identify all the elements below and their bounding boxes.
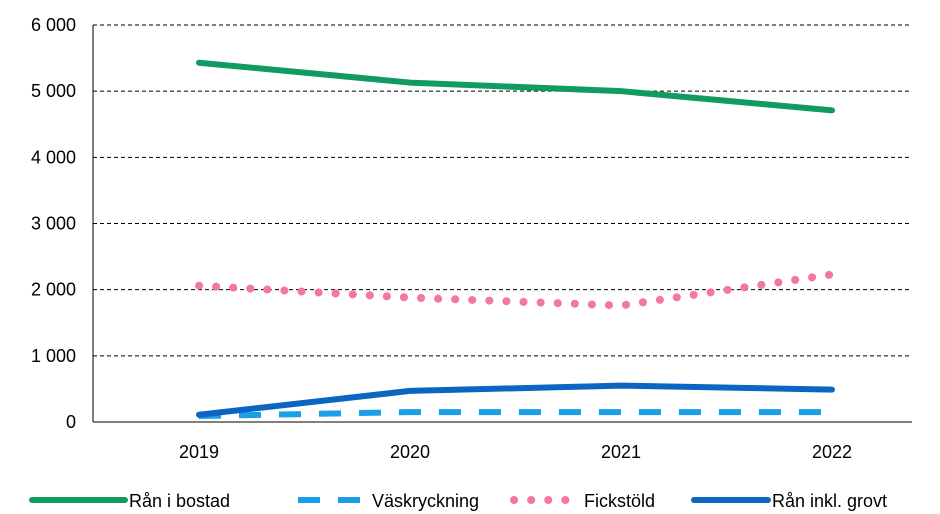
y-tick-label: 5 000	[31, 81, 76, 101]
y-tick-label: 4 000	[31, 147, 76, 167]
x-axis: 2019 2020 2021 2022	[93, 421, 912, 462]
series-lines	[195, 59, 836, 420]
y-tick-label: 1 000	[31, 346, 76, 366]
y-tick-label: 0	[66, 412, 76, 432]
legend-label-2: Väskryckning	[372, 491, 479, 511]
y-tick-label: 6 000	[31, 15, 76, 35]
series-line-3	[195, 270, 836, 310]
series-line-2	[198, 409, 832, 420]
y-axis: 0 1 000 2 000 3 000 4 000 5 000 6 000	[31, 15, 94, 432]
legend: Rån i bostad Väskryckning Fickstöld Rån ink…	[29, 491, 887, 511]
legend-label-3: Fickstöld	[584, 491, 655, 511]
x-tick-label: 2020	[390, 442, 430, 462]
grid-lines	[93, 24, 912, 357]
series-line-4	[196, 382, 835, 418]
x-tick-label: 2021	[601, 442, 641, 462]
legend-label-4: Rån inkl. grovt	[772, 491, 887, 511]
legend-label-1: Rån i bostad	[129, 491, 230, 511]
y-tick-label: 2 000	[31, 280, 76, 300]
x-tick-label: 2019	[179, 442, 219, 462]
series-line-1	[196, 59, 835, 114]
x-tick-label: 2022	[812, 442, 852, 462]
y-tick-label: 3 000	[31, 214, 76, 234]
